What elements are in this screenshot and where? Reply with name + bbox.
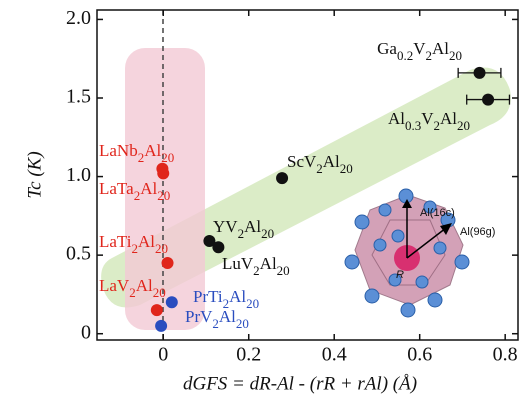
point [276,172,288,184]
point-label: PrV2Al20 [185,307,249,332]
crystal-inset: Al(16c) Al(96g) R [345,189,495,317]
annotation: R [396,269,404,281]
page: {"chart_data": {"type": "scatter", "xlab… [0,0,521,405]
x-axis-label: dGFS = dR-Al - (rR + rAl) (Å) [183,373,417,394]
annotation: Al(16c) [420,207,455,219]
x-tick-label: 0 [158,344,168,366]
x-tick-label: 0.8 [493,344,518,366]
y-tick-label: 0.5 [66,243,91,265]
y-tick-label: 1.5 [66,86,91,108]
point [166,296,178,308]
annotation: Al(96g) [460,226,495,238]
y-tick-label: 1.0 [66,164,91,186]
chart: Al(16c) Al(96g) R dGFS = dR-Al - (rR + r… [0,0,521,405]
y-tick-label: 0 [81,321,91,343]
y-axis-label: Tc (K) [24,151,45,198]
point [157,167,169,179]
x-tick-label: 0.6 [407,344,432,366]
point [162,257,174,269]
point [474,67,486,79]
y-tick-label: 2.0 [66,7,91,29]
point [212,241,224,253]
point [482,94,494,106]
point-label: LuV2Al20 [222,254,290,279]
point [151,304,163,316]
x-tick-label: 0.4 [322,344,347,366]
x-tick-label: 0.2 [236,344,261,366]
point-label: Ga0.2V2Al20 [377,39,462,64]
point [155,320,167,332]
